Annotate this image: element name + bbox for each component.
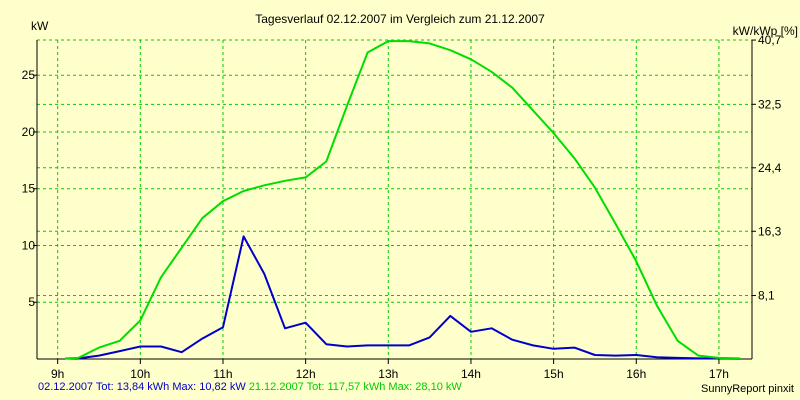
y2-axis-label: kW/kWp [%]: [733, 24, 798, 38]
x-tick-label: 11h: [213, 367, 232, 381]
y-tick-label: 15: [22, 182, 36, 196]
y-tick-label: 5: [28, 295, 35, 309]
y-tick-label: 10: [22, 238, 36, 252]
x-tick-label: 14h: [461, 367, 481, 381]
series-2-summary: 21.12.2007 Tot: 117,57 kWh Max: 28,10 kW: [248, 381, 462, 393]
x-tick-label: 10h: [130, 367, 150, 381]
y2-tick-label: 16,3: [758, 224, 782, 238]
plot-area: [37, 40, 752, 359]
credit-label: SunnyReport pinxit: [701, 383, 794, 395]
x-tick-label: 13h: [378, 367, 398, 381]
y2-tick-label: 24,4: [758, 161, 782, 175]
chart-footer: 02.12.2007 Tot: 13,84 kWh Max: 10,82 kW …: [38, 381, 462, 393]
x-tick-label: 9h: [51, 367, 64, 381]
x-tick-label: 12h: [296, 367, 316, 381]
x-tick-label: 16h: [626, 367, 646, 381]
x-tick-label: 17h: [709, 367, 729, 381]
series-line-2: [64, 40, 741, 360]
series-1-summary: 02.12.2007 Tot: 13,84 kWh Max: 10,82 kW: [38, 381, 246, 393]
y-tick-label: 20: [22, 125, 36, 139]
y-tick-label: 25: [22, 68, 36, 82]
y2-tick-label: 32,5: [758, 97, 782, 111]
chart-title: Tagesverlauf 02.12.2007 im Vergleich zum…: [255, 12, 545, 26]
series-line-1: [77, 235, 741, 360]
y-axis-label: kW: [31, 19, 49, 33]
y2-tick-label: 40,7: [758, 33, 782, 47]
x-tick-label: 15h: [544, 367, 564, 381]
y2-tick-label: 8,1: [758, 289, 775, 303]
